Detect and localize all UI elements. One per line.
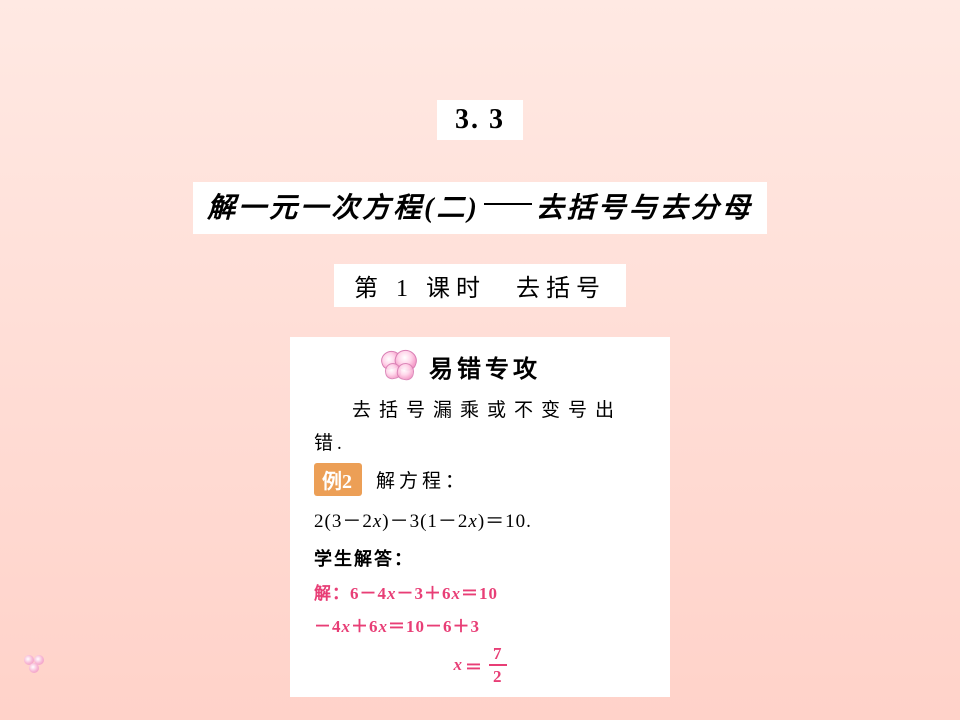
solution-step-3: x＝ 7 2 xyxy=(314,645,646,685)
title-dash xyxy=(484,203,532,205)
main-title: 解一元一次方程(二) 去括号与去分母 xyxy=(193,182,767,234)
example-equation: 2(3－2x)－3(1－2x)＝10. xyxy=(314,506,646,533)
step-prefix: 解： xyxy=(314,584,350,603)
example-badge-wrap: 例2 xyxy=(314,463,362,496)
example-label: 解方程： xyxy=(376,466,468,493)
step3-lhs: x xyxy=(454,655,464,675)
butterfly-icon xyxy=(379,351,419,383)
card-title: 易错专攻 xyxy=(429,349,541,384)
intro-line-1: 去括号漏乘或不变号出 xyxy=(314,394,646,428)
page-root: 3. 3 解一元一次方程(二) 去括号与去分母 第 1 课时 去括号 易错专攻 … xyxy=(0,0,960,697)
example-row: 例2 解方程： xyxy=(314,463,646,496)
step3-fraction: 7 2 xyxy=(489,645,507,685)
intro-line-2: 错. xyxy=(314,428,646,455)
example-badge: 例2 xyxy=(314,463,362,496)
solution-step-1: 解：6－4x－3＋6x＝10 xyxy=(314,579,646,604)
content-card: 易错专攻 去括号漏乘或不变号出 错. 例2 解方程： 2(3－2x)－3(1－2… xyxy=(290,337,670,697)
fraction-denominator: 2 xyxy=(493,666,503,685)
student-answer-label: 学生解答： xyxy=(314,545,646,571)
solution-step-2: －4x＋6x＝10－6＋3 xyxy=(314,612,646,637)
title-part-2: 去括号与去分母 xyxy=(536,186,753,226)
section-number: 3. 3 xyxy=(437,100,523,140)
fraction-numerator: 7 xyxy=(489,645,507,666)
card-header: 易错专攻 xyxy=(294,349,626,384)
title-part-1: 解一元一次方程(二) xyxy=(207,186,480,226)
subtitle: 第 1 课时 去括号 xyxy=(334,264,626,307)
